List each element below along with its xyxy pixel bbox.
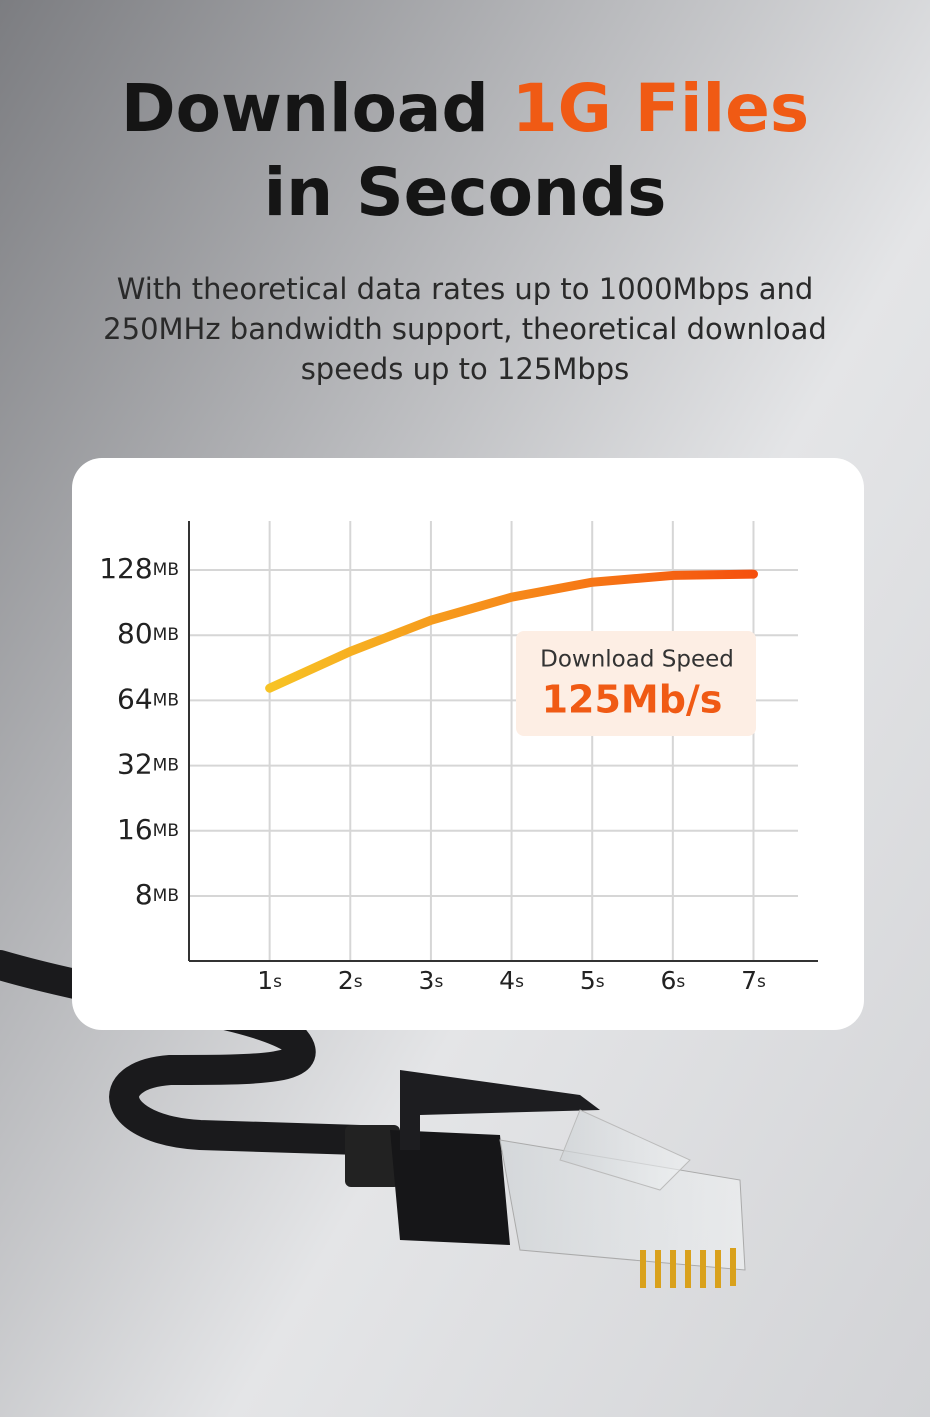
y-tick-value: 128 — [99, 552, 152, 585]
y-tick-value: 8 — [135, 878, 153, 911]
x-tick-label: 6s — [660, 966, 685, 995]
y-tick-unit: MB — [153, 690, 179, 710]
annotation-box — [516, 631, 756, 736]
chart-card — [72, 458, 864, 1030]
x-tick-label: 7s — [741, 966, 766, 995]
annotation-value: 125Mb/s — [542, 678, 723, 722]
y-tick-unit: MB — [153, 821, 179, 841]
x-tick-unit: s — [515, 972, 524, 992]
subtitle-line: 250MHz bandwidth support, theoretical do… — [103, 312, 827, 346]
y-tick-label: 8MB — [135, 878, 179, 911]
x-tick-value: 1 — [257, 966, 273, 995]
title: Download 1G Files — [121, 70, 809, 147]
y-tick-unit: MB — [153, 560, 179, 580]
x-tick-unit: s — [354, 972, 363, 992]
x-tick-value: 3 — [419, 966, 435, 995]
x-tick-label: 2s — [338, 966, 363, 995]
title-highlight: 1G Files — [512, 70, 809, 147]
cable-illustration — [0, 950, 746, 1288]
x-tick-unit: s — [596, 972, 605, 992]
y-tick-label: 16MB — [117, 813, 179, 846]
x-tick-label: 1s — [257, 966, 282, 995]
y-tick-label: 64MB — [117, 682, 179, 715]
title-plain: Download — [121, 70, 489, 147]
y-tick-value: 80 — [117, 617, 153, 650]
x-tick-unit: s — [676, 972, 685, 992]
x-tick-label: 3s — [419, 966, 444, 995]
y-tick-label: 80MB — [117, 617, 179, 650]
x-tick-value: 2 — [338, 966, 354, 995]
y-tick-label: 128MB — [99, 552, 179, 585]
x-tick-label: 5s — [580, 966, 605, 995]
y-tick-value: 32 — [117, 748, 153, 781]
x-tick-value: 7 — [741, 966, 757, 995]
x-tick-unit: s — [434, 972, 443, 992]
x-tick-value: 4 — [499, 966, 515, 995]
title-line2: in Seconds — [264, 154, 667, 231]
data-line — [265, 569, 758, 693]
x-tick-unit: s — [757, 972, 766, 992]
y-tick-unit: MB — [153, 625, 179, 645]
x-tick-value: 5 — [580, 966, 596, 995]
y-tick-label: 32MB — [117, 748, 179, 781]
x-tick-value: 6 — [660, 966, 676, 995]
y-tick-value: 16 — [117, 813, 153, 846]
x-tick-label: 4s — [499, 966, 524, 995]
annotation-label: Download Speed — [540, 647, 734, 673]
y-tick-value: 64 — [117, 682, 153, 715]
subtitle-line: speeds up to 125Mbps — [301, 352, 630, 386]
subtitle-line: With theoretical data rates up to 1000Mb… — [117, 272, 814, 306]
x-tick-unit: s — [273, 972, 282, 992]
y-tick-unit: MB — [153, 756, 179, 776]
y-tick-unit: MB — [153, 886, 179, 906]
